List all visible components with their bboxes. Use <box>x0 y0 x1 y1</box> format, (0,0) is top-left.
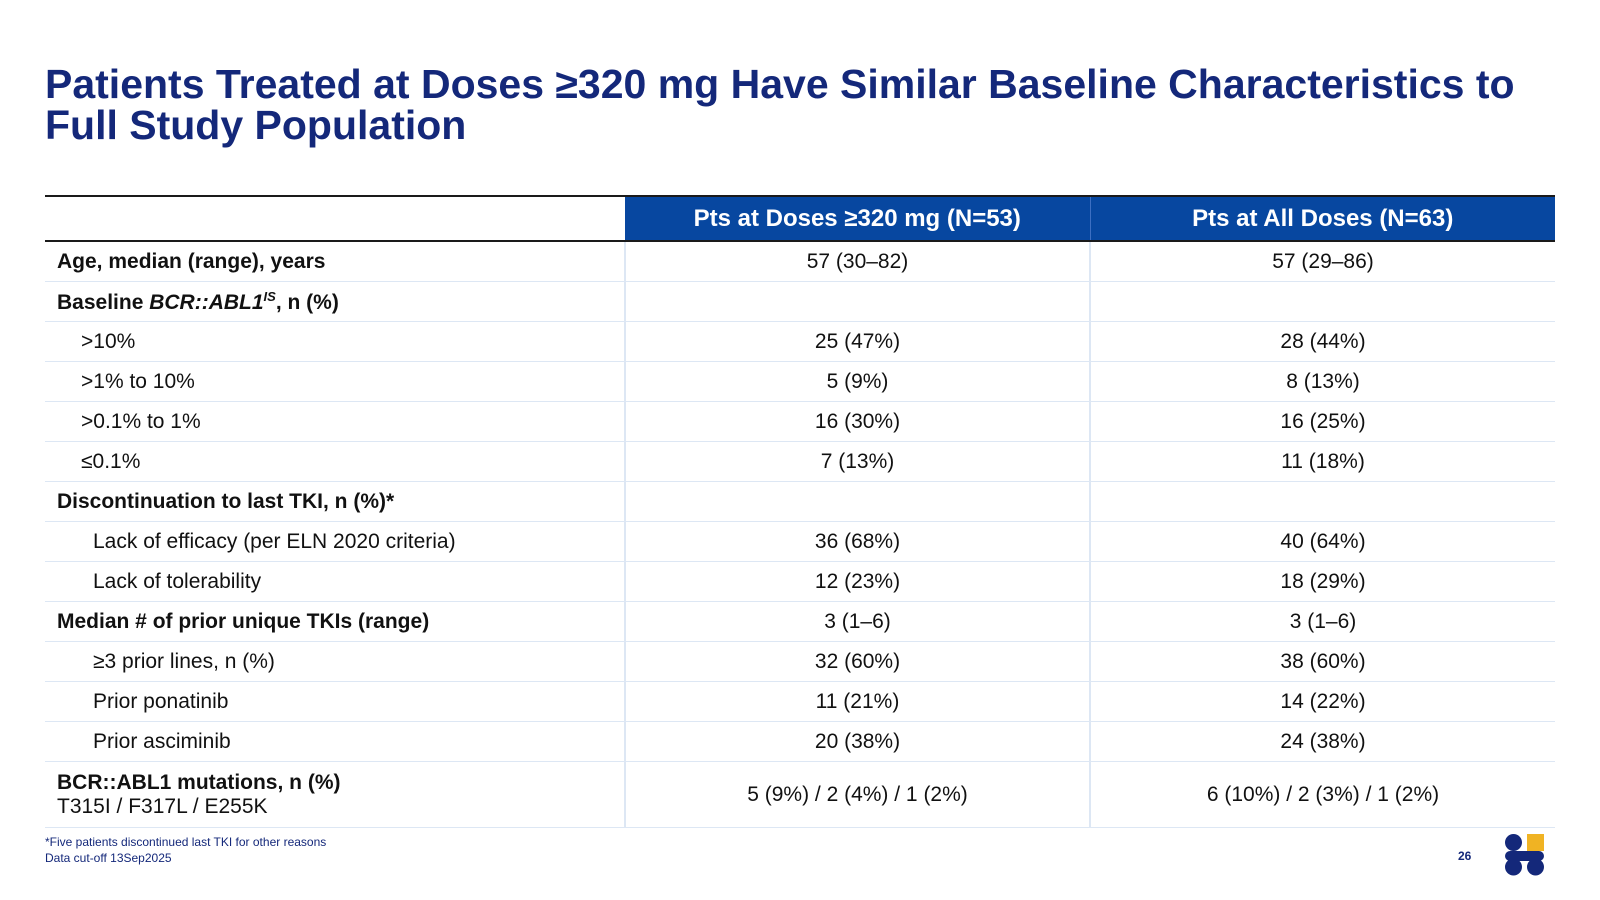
table-row: ≤0.1% 7 (13%) 11 (18%) <box>45 441 1555 482</box>
cell-value: 5 (9%) / 2 (4%) / 1 (2%) <box>624 761 1090 828</box>
page-number: 26 <box>1458 849 1472 863</box>
table-row: >10% 25 (47%) 28 (44%) <box>45 321 1555 362</box>
cell-value: 3 (1–6) <box>1089 601 1555 642</box>
baseline-characteristics-table: Pts at Doses ≥320 mg (N=53) Pts at All D… <box>45 195 1555 828</box>
data-cutoff-line: Data cut-off 13Sep2025 <box>45 851 172 865</box>
cell-value: 3 (1–6) <box>624 601 1090 642</box>
cell-value <box>1089 481 1555 522</box>
row-label: Prior asciminib <box>45 721 625 762</box>
table-row: Prior ponatinib 11 (21%) 14 (22%) <box>45 681 1555 722</box>
company-logo-icon <box>1505 834 1544 876</box>
table-row: Prior asciminib 20 (38%) 24 (38%) <box>45 721 1555 762</box>
footnotes: *Five patients discontinued last TKI for… <box>45 834 326 866</box>
table-row: Baseline BCR::ABL1IS, n (%) <box>45 281 1555 322</box>
header-doses-320mg: Pts at Doses ≥320 mg (N=53) <box>625 195 1090 242</box>
row-label: Lack of tolerability <box>45 561 625 602</box>
cell-value: 8 (13%) <box>1089 361 1555 402</box>
cell-value: 57 (29–86) <box>1089 241 1555 282</box>
cell-value: 11 (21%) <box>624 681 1090 722</box>
cell-value: 11 (18%) <box>1089 441 1555 482</box>
row-label: >10% <box>45 321 625 362</box>
cell-value <box>624 281 1090 322</box>
label-prefix: Baseline <box>57 290 150 314</box>
cell-value: 25 (47%) <box>624 321 1090 362</box>
footnote-line: *Five patients discontinued last TKI for… <box>45 835 327 849</box>
row-label-prior-tkis: Median # of prior unique TKIs (range) <box>45 601 625 642</box>
row-label: ≤0.1% <box>45 441 625 482</box>
cell-value: 7 (13%) <box>624 441 1090 482</box>
table-row: Age, median (range), years 57 (30–82) 57… <box>45 241 1555 282</box>
cell-value <box>624 481 1090 522</box>
cell-value: 14 (22%) <box>1089 681 1555 722</box>
table-row: Lack of efficacy (per ELN 2020 criteria)… <box>45 521 1555 562</box>
row-label-baseline-bcr-abl1: Baseline BCR::ABL1IS, n (%) <box>45 281 625 322</box>
cell-value: 38 (60%) <box>1089 641 1555 682</box>
label-italic: BCR::ABL1 <box>149 290 264 314</box>
row-label: ≥3 prior lines, n (%) <box>45 641 625 682</box>
cell-value: 16 (30%) <box>624 401 1090 442</box>
cell-value: 16 (25%) <box>1089 401 1555 442</box>
row-label: >0.1% to 1% <box>45 401 625 442</box>
row-label: Prior ponatinib <box>45 681 625 722</box>
label-suffix: , n (%) <box>275 290 339 314</box>
cell-value: 5 (9%) <box>624 361 1090 402</box>
row-label-discontinuation: Discontinuation to last TKI, n (%)* <box>45 481 625 522</box>
mutations-label: BCR::ABL1 mutations, n (%) <box>57 770 341 794</box>
cell-value: 28 (44%) <box>1089 321 1555 362</box>
cell-value: 36 (68%) <box>624 521 1090 562</box>
row-label: Lack of efficacy (per ELN 2020 criteria) <box>45 521 625 562</box>
cell-value: 57 (30–82) <box>624 241 1090 282</box>
row-label-mutations: BCR::ABL1 mutations, n (%) T315I / F317L… <box>45 761 625 828</box>
row-label-age: Age, median (range), years <box>45 241 625 282</box>
table-header-row: Pts at Doses ≥320 mg (N=53) Pts at All D… <box>45 195 1555 242</box>
table-row: >0.1% to 1% 16 (30%) 16 (25%) <box>45 401 1555 442</box>
table-row: Lack of tolerability 12 (23%) 18 (29%) <box>45 561 1555 602</box>
row-label: >1% to 10% <box>45 361 625 402</box>
cell-value <box>1089 281 1555 322</box>
cell-value: 32 (60%) <box>624 641 1090 682</box>
header-blank-cell <box>45 195 625 242</box>
cell-value: 18 (29%) <box>1089 561 1555 602</box>
cell-value: 12 (23%) <box>624 561 1090 602</box>
header-all-doses: Pts at All Doses (N=63) <box>1089 195 1555 242</box>
cell-value: 6 (10%) / 2 (3%) / 1 (2%) <box>1089 761 1555 828</box>
table-row: >1% to 10% 5 (9%) 8 (13%) <box>45 361 1555 402</box>
table-row: BCR::ABL1 mutations, n (%) T315I / F317L… <box>45 761 1555 828</box>
table-row: Discontinuation to last TKI, n (%)* <box>45 481 1555 522</box>
cell-value: 20 (38%) <box>624 721 1090 762</box>
cell-value: 24 (38%) <box>1089 721 1555 762</box>
table-row: ≥3 prior lines, n (%) 32 (60%) 38 (60%) <box>45 641 1555 682</box>
cell-value: 40 (64%) <box>1089 521 1555 562</box>
slide-title: Patients Treated at Doses ≥320 mg Have S… <box>45 61 1515 148</box>
table-row: Median # of prior unique TKIs (range) 3 … <box>45 601 1555 642</box>
mutations-sublabel: T315I / F317L / E255K <box>57 794 268 818</box>
label-superscript: IS <box>263 288 276 304</box>
